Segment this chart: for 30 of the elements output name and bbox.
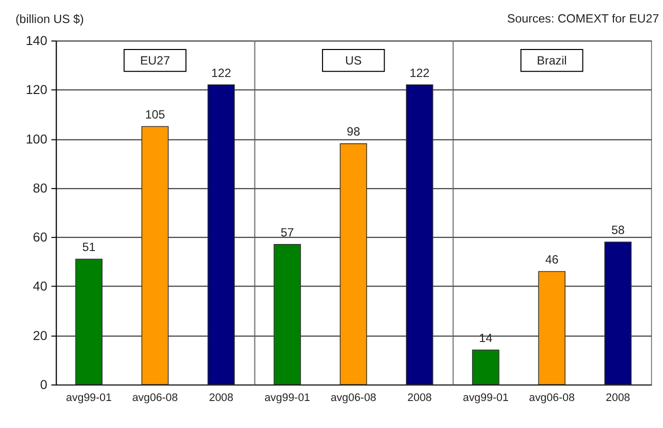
- data-label: 57: [280, 225, 294, 240]
- source-note: Sources: COMEXT for EU27: [507, 12, 660, 26]
- y-tick-label: 0: [40, 376, 48, 392]
- y-axis-title: (billion US $): [15, 12, 84, 26]
- x-tick-label: avg99-01: [462, 392, 509, 404]
- data-label: 46: [545, 252, 559, 266]
- x-tick-label: avg06-08: [528, 392, 575, 404]
- y-tick-label: 140: [26, 33, 48, 48]
- x-tick-label: avg99-01: [66, 392, 112, 404]
- data-label: 122: [410, 66, 430, 80]
- data-label: 51: [82, 240, 96, 254]
- y-tick-label: 40: [32, 278, 48, 294]
- y-tick-label: 120: [26, 82, 48, 98]
- text: Brazil: [536, 53, 567, 68]
- x-tick-label: avg99-01: [264, 392, 310, 404]
- x-tick-label: 2008: [208, 392, 234, 404]
- data-label: 98: [346, 124, 360, 139]
- text: EU27: [140, 53, 170, 68]
- y-tick-label: 80: [32, 180, 48, 196]
- text: US: [345, 53, 362, 68]
- data-label: 58: [611, 223, 625, 238]
- x-tick-label: avg06-08: [330, 392, 376, 404]
- data-label: 105: [145, 108, 166, 122]
- x-tick-label: 2008: [407, 392, 432, 404]
- x-tick-label: 2008: [606, 392, 630, 404]
- data-label: 122: [211, 66, 232, 80]
- y-tick-label: 60: [32, 230, 48, 245]
- x-tick-label: avg06-08: [132, 392, 178, 404]
- y-tick-label: 20: [32, 328, 48, 343]
- y-tick-label: 100: [26, 131, 48, 146]
